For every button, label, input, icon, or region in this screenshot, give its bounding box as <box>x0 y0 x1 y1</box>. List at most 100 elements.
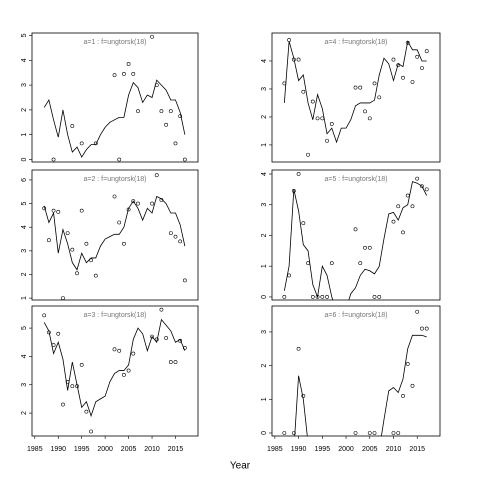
observation <box>310 99 315 104</box>
observation <box>363 245 367 250</box>
observation <box>136 109 140 114</box>
plot-area <box>282 38 429 157</box>
observation <box>112 73 117 78</box>
observation <box>182 157 187 162</box>
x-tick-label: 2000 <box>97 446 113 453</box>
panel-title: a=5 : f=ungtorsk(18) <box>324 176 387 183</box>
y-tick-label: 0 <box>21 157 28 161</box>
observation <box>51 208 56 213</box>
observation <box>396 204 401 209</box>
observation <box>372 295 377 299</box>
fitted-line <box>283 181 428 300</box>
x-tick-label: 2005 <box>362 446 378 453</box>
observation <box>410 204 415 209</box>
observation <box>405 362 410 366</box>
y-tick-label: 1 <box>261 143 268 147</box>
observation <box>401 75 405 80</box>
y-tick-label: 3 <box>261 87 268 91</box>
x-tick-label: 1985 <box>27 446 43 453</box>
observation <box>353 227 358 232</box>
observation <box>415 309 420 314</box>
y-tick-label: 1 <box>261 397 268 401</box>
fitted-line <box>43 195 186 271</box>
observation <box>367 431 372 435</box>
observation <box>93 273 98 278</box>
observation <box>150 334 154 339</box>
x-tick-label: 1995 <box>74 446 90 453</box>
y-tick-label: 4 <box>21 58 28 62</box>
observation <box>296 57 301 62</box>
observation <box>112 194 117 199</box>
plot-area <box>282 172 429 300</box>
observation <box>122 72 126 76</box>
observation <box>424 187 429 192</box>
observation <box>117 220 122 225</box>
y-tick-label: 2 <box>261 233 268 237</box>
observation <box>424 49 429 54</box>
y-tick-label: 0 <box>261 295 268 299</box>
observation <box>329 261 334 266</box>
observation <box>159 307 164 312</box>
observation <box>410 80 415 84</box>
y-tick-label: 1 <box>21 296 28 300</box>
observation <box>329 122 334 126</box>
observation <box>415 54 420 59</box>
observation <box>154 173 159 178</box>
observation <box>310 295 315 299</box>
observation <box>173 234 178 239</box>
observation <box>296 172 301 176</box>
observation <box>168 360 173 364</box>
panel-frame <box>271 305 441 437</box>
observation <box>301 89 306 94</box>
observation <box>173 141 178 146</box>
panel-frame <box>31 32 199 163</box>
x-tick-label: 2015 <box>168 446 184 453</box>
observation <box>372 81 377 86</box>
observation <box>79 208 84 213</box>
y-tick-label: 4 <box>21 354 28 358</box>
observation <box>61 296 65 300</box>
observation <box>89 429 93 434</box>
observation <box>301 221 306 226</box>
panel-frame <box>271 169 441 301</box>
plot-area <box>42 173 187 300</box>
observation <box>131 199 136 204</box>
y-tick-label: 3 <box>21 383 28 387</box>
x-tick-label: 2000 <box>338 446 354 453</box>
plot-area <box>43 34 187 162</box>
panel-frame <box>271 32 441 163</box>
panel-frame <box>31 305 199 437</box>
fitted-line <box>43 318 186 418</box>
observation <box>306 152 310 157</box>
y-tick-label: 2 <box>21 108 28 112</box>
observation <box>401 394 405 398</box>
observation <box>61 402 65 407</box>
observation <box>353 85 358 90</box>
observation <box>391 219 396 224</box>
observation <box>358 85 363 90</box>
observation <box>51 157 56 162</box>
x-tick-label: 2015 <box>409 446 425 453</box>
observation <box>178 239 183 244</box>
observation <box>79 363 84 367</box>
y-tick-label: 1 <box>21 133 28 137</box>
panel-frame <box>31 169 199 301</box>
x-tick-label: 2005 <box>121 446 137 453</box>
observation <box>136 201 140 206</box>
observation <box>424 326 429 331</box>
observation <box>420 66 424 70</box>
observation <box>159 109 164 114</box>
observation <box>391 57 396 62</box>
observation <box>112 347 117 352</box>
observation <box>287 273 291 278</box>
observation <box>168 231 173 236</box>
y-tick-label: 0 <box>261 431 268 435</box>
observation <box>315 116 320 121</box>
observation <box>420 326 424 331</box>
observation <box>182 278 187 283</box>
observation <box>391 431 396 435</box>
y-tick-label: 4 <box>21 225 28 229</box>
observation <box>117 157 122 162</box>
y-tick-label: 2 <box>261 364 268 368</box>
observation <box>65 231 70 236</box>
